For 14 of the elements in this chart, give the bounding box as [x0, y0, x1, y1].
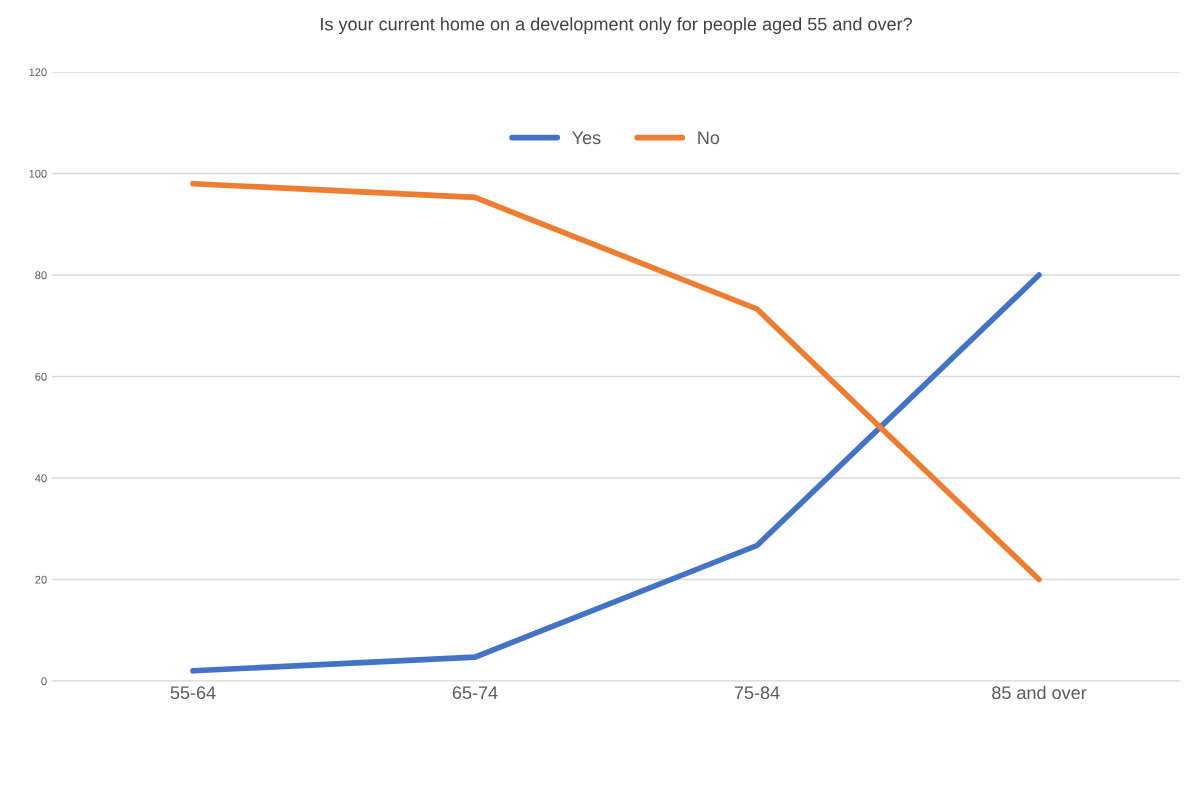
x-tick-label: 85 and over [992, 685, 1087, 700]
y-tick-label: 0 [41, 677, 47, 686]
y-tick-label: 80 [35, 271, 47, 280]
y-tick-label: 40 [35, 474, 47, 483]
y-tick-label: 100 [29, 169, 47, 178]
chart-title: Is your current home on a development only for people aged 55 and over? [321, 17, 912, 35]
legend-label: No [698, 131, 720, 145]
x-tick-label: 75-84 [734, 686, 780, 700]
x-tick-label: 55-64 [170, 686, 216, 700]
y-tick-label: 60 [35, 372, 47, 381]
x-tick-label: 65-74 [452, 686, 498, 700]
y-tick-label: 120 [29, 68, 47, 77]
y-tick-label: 20 [35, 575, 47, 584]
legend-label: Yes [572, 131, 601, 145]
